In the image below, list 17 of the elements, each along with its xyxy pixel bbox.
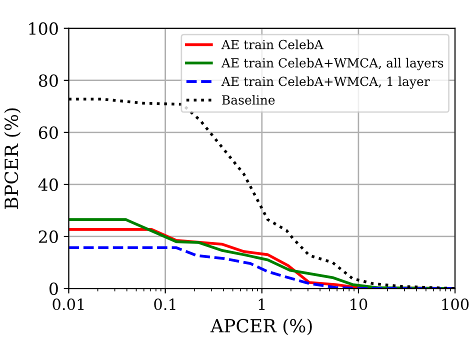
x-tick-label: 100 bbox=[442, 298, 469, 310]
x-tick-label: 0.1 bbox=[154, 298, 176, 310]
x-tick-label: 0.01 bbox=[52, 298, 84, 310]
y-axis-title: BPCER (%) bbox=[4, 108, 21, 209]
y-tick-label: 40 bbox=[38, 178, 58, 192]
legend-label: AE train CelebA+WMCA, 1 layer bbox=[221, 76, 430, 89]
y-tick-label: 0 bbox=[50, 282, 58, 296]
y-tick-label: 20 bbox=[38, 230, 58, 244]
x-tick-label: 10 bbox=[350, 298, 368, 310]
legend-label: Baseline bbox=[222, 94, 275, 105]
legend-label: AE train CelebA+WMCA, all layers bbox=[221, 58, 444, 70]
y-tick-label: 60 bbox=[38, 126, 58, 139]
y-tick-label: 80 bbox=[38, 74, 58, 87]
y-tick-label: 100 bbox=[29, 22, 58, 35]
x-axis-title: APCER (%) bbox=[210, 318, 312, 336]
legend-label: AE train CelebA bbox=[221, 40, 324, 50]
x-tick-label: 1 bbox=[258, 298, 265, 310]
